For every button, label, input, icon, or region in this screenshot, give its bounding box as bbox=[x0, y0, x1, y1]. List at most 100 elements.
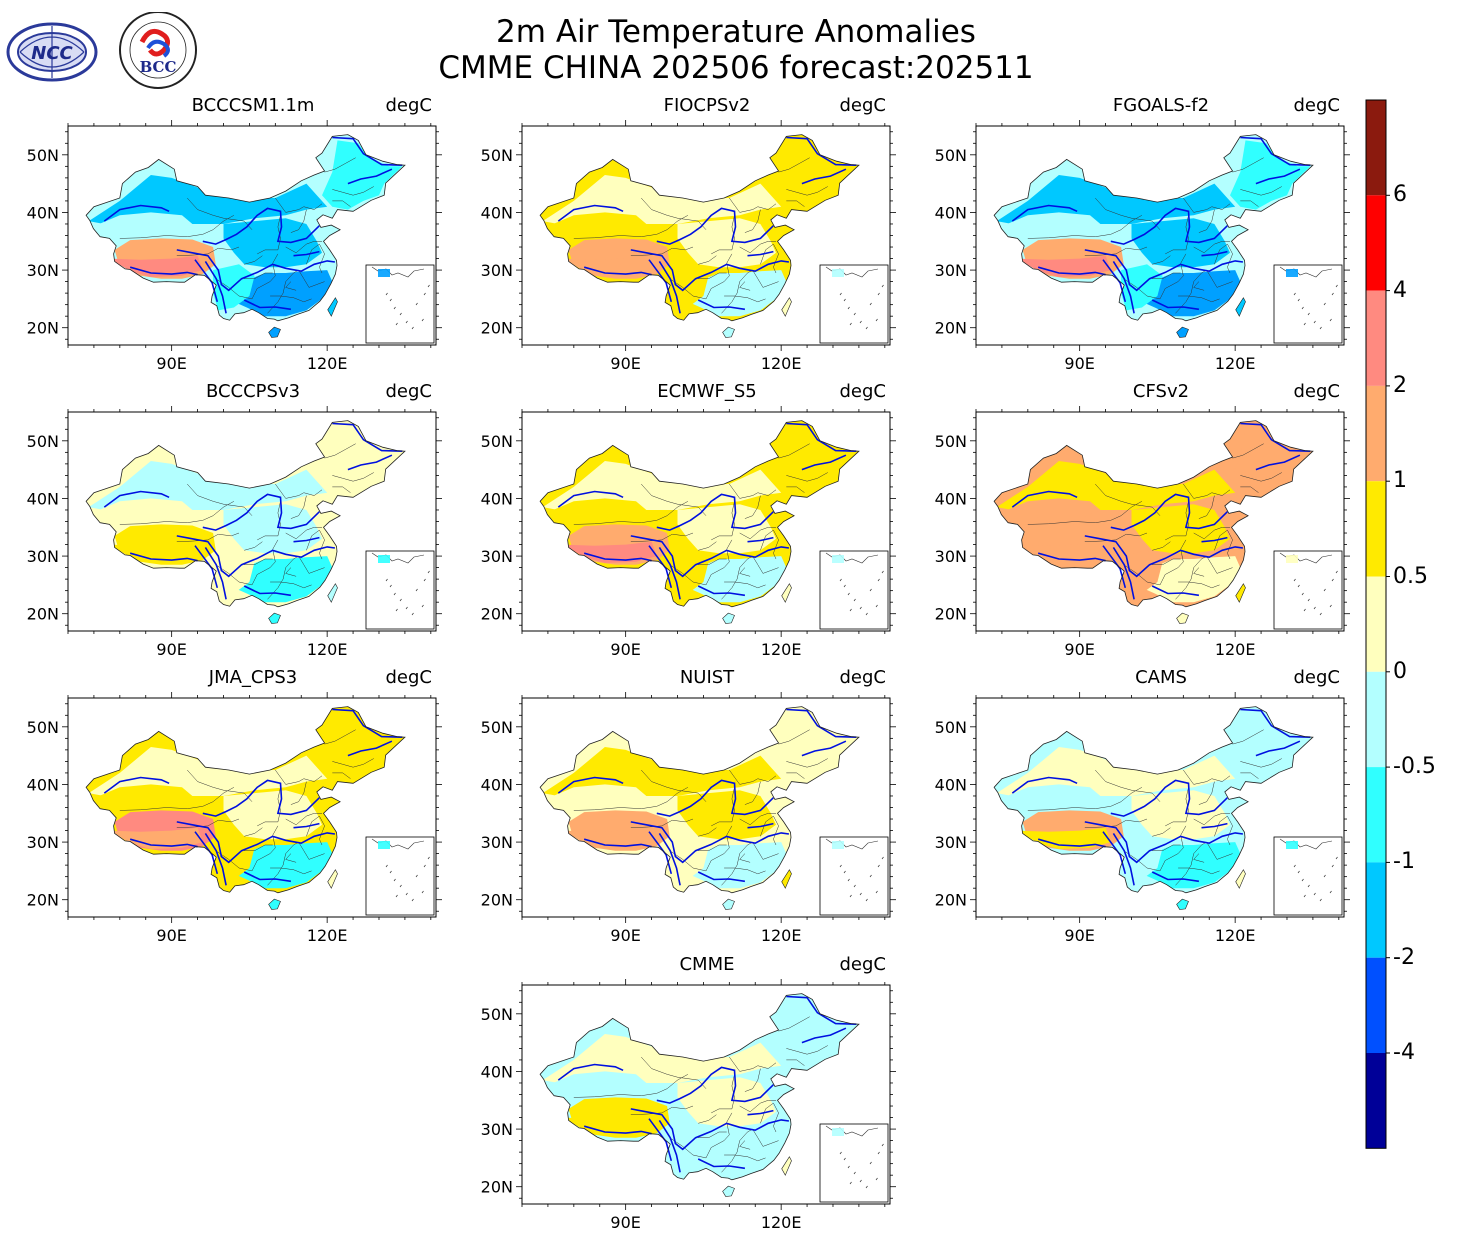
anomaly-map: 90E 120E 50N 40N 30N 20N bbox=[481, 979, 896, 1232]
lat-tick-label: 30N bbox=[935, 547, 967, 566]
lat-tick-label: 50N bbox=[935, 146, 967, 165]
lat-tick-label: 20N bbox=[935, 605, 967, 624]
china-border bbox=[539, 706, 860, 894]
south-china-sea-inset bbox=[365, 264, 435, 344]
lon-tick-label: 90E bbox=[1064, 354, 1094, 373]
colorbar-label: -2 bbox=[1393, 944, 1415, 970]
lat-tick-label: 20N bbox=[935, 891, 967, 910]
china-border bbox=[85, 420, 406, 608]
panel-title: NUIST bbox=[679, 667, 735, 688]
axis-ticks bbox=[516, 692, 896, 923]
lat-tick-label: 20N bbox=[27, 891, 59, 910]
lat-tick-label: 40N bbox=[27, 489, 59, 508]
colorbar-swatch bbox=[1366, 1053, 1386, 1149]
anomaly-map: 90E 120E 50N 40N 30N 20N bbox=[481, 406, 896, 659]
lat-tick-label: 50N bbox=[27, 432, 59, 451]
lat-tick-label: 40N bbox=[935, 489, 967, 508]
rivers bbox=[103, 422, 403, 600]
lat-tick-label: 50N bbox=[481, 432, 513, 451]
lat-tick-label: 30N bbox=[935, 261, 967, 280]
lat-tick-label: 20N bbox=[481, 319, 513, 338]
colorbar-swatch bbox=[1366, 576, 1386, 672]
ncc-logo-text: NCC bbox=[31, 43, 73, 64]
south-china-sea-inset bbox=[819, 836, 889, 916]
anomaly-map: 90E 120E 50N 40N 30N 20N bbox=[935, 692, 1350, 945]
panel-unit: degC bbox=[839, 381, 887, 402]
south-china-sea-inset bbox=[1273, 836, 1343, 916]
panel-unit: degC bbox=[385, 381, 433, 402]
anomaly-map: 90E 120E 50N 40N 30N 20N bbox=[27, 692, 442, 945]
colorbar-swatches bbox=[1365, 99, 1390, 1149]
lat-tick-label: 40N bbox=[27, 775, 59, 794]
colorbar: 6 4 2 1 0.5 0 -0.5 -1 -2 -4 bbox=[1360, 96, 1472, 1156]
china-border bbox=[993, 134, 1314, 322]
lon-tick-label: 120E bbox=[1215, 354, 1256, 373]
panel-title: CAMS bbox=[1135, 667, 1187, 688]
panel-title: CMME bbox=[679, 954, 735, 975]
province-boundaries bbox=[119, 729, 374, 886]
lat-tick-label: 40N bbox=[935, 203, 967, 222]
colorbar-label: 0.5 bbox=[1393, 563, 1428, 589]
lon-tick-label: 90E bbox=[610, 354, 640, 373]
south-china-sea-inset bbox=[1273, 550, 1343, 630]
lon-tick-label: 90E bbox=[610, 926, 640, 945]
colorbar-label: -0.5 bbox=[1393, 754, 1436, 780]
axis-ticks bbox=[970, 406, 1350, 637]
panel-unit: degC bbox=[385, 95, 433, 116]
anomaly-map: 90E 120E 50N 40N 30N 20N bbox=[935, 120, 1350, 373]
map-panel-nuist: NUIST degC 90E 120E 50N 40N 30N 20N bbox=[454, 668, 896, 945]
south-china-sea-inset bbox=[819, 1123, 889, 1203]
colorbar-swatch bbox=[1366, 100, 1386, 196]
anomaly-map: 90E 120E 50N 40N 30N 20N bbox=[481, 692, 896, 945]
province-boundaries bbox=[573, 1016, 828, 1173]
province-boundaries bbox=[1027, 157, 1282, 314]
lon-tick-label: 90E bbox=[1064, 926, 1094, 945]
china-border bbox=[539, 420, 860, 608]
rivers bbox=[557, 136, 857, 314]
lon-tick-label: 120E bbox=[307, 354, 348, 373]
map-panel-fgoals-f2: FGOALS-f2 degC 90E 120E 50N 40N 30N 20N bbox=[908, 96, 1350, 373]
colorbar-label: -4 bbox=[1393, 1040, 1415, 1065]
colorbar-label: 4 bbox=[1393, 277, 1407, 303]
lat-tick-label: 40N bbox=[481, 1062, 513, 1081]
lat-tick-label: 40N bbox=[935, 775, 967, 794]
lon-tick-label: 90E bbox=[156, 354, 186, 373]
province-boundaries bbox=[573, 729, 828, 886]
lon-tick-label: 90E bbox=[610, 640, 640, 659]
lat-tick-label: 50N bbox=[481, 146, 513, 165]
lat-tick-label: 50N bbox=[27, 718, 59, 737]
rivers bbox=[557, 422, 857, 600]
lat-tick-label: 30N bbox=[935, 833, 967, 852]
lon-tick-label: 120E bbox=[307, 640, 348, 659]
south-china-sea-inset bbox=[819, 264, 889, 344]
lat-tick-label: 50N bbox=[481, 1005, 513, 1024]
china-border bbox=[85, 706, 406, 894]
axis-ticks bbox=[970, 692, 1350, 923]
lat-tick-label: 20N bbox=[481, 891, 513, 910]
colorbar-label: 2 bbox=[1393, 372, 1407, 398]
province-boundaries bbox=[573, 157, 828, 314]
lat-tick-label: 20N bbox=[481, 1178, 513, 1197]
anomaly-map: 90E 120E 50N 40N 30N 20N bbox=[27, 120, 442, 373]
province-boundaries bbox=[573, 443, 828, 600]
lat-tick-label: 40N bbox=[481, 775, 513, 794]
colorbar-label: 6 bbox=[1393, 182, 1407, 208]
colorbar-swatch bbox=[1366, 862, 1386, 958]
south-china-sea-inset bbox=[365, 550, 435, 630]
panel-unit: degC bbox=[839, 95, 887, 116]
axis-ticks bbox=[62, 692, 442, 923]
panel-unit: degC bbox=[385, 667, 433, 688]
axis-ticks bbox=[970, 120, 1350, 351]
panel-unit: degC bbox=[839, 667, 887, 688]
china-border bbox=[993, 420, 1314, 608]
panel-unit: degC bbox=[1293, 381, 1341, 402]
south-china-sea-inset bbox=[365, 836, 435, 916]
figure-title: 2m Air Temperature Anomalies CMME CHINA … bbox=[0, 14, 1472, 86]
province-boundaries bbox=[119, 443, 374, 600]
panel-title: FIOCPSv2 bbox=[663, 95, 751, 116]
axis-ticks bbox=[516, 120, 896, 351]
colorbar-label: -1 bbox=[1393, 849, 1415, 875]
anomaly-map: 90E 120E 50N 40N 30N 20N bbox=[27, 406, 442, 659]
anomaly-map: 90E 120E 50N 40N 30N 20N bbox=[935, 406, 1350, 659]
lon-tick-label: 90E bbox=[1064, 640, 1094, 659]
